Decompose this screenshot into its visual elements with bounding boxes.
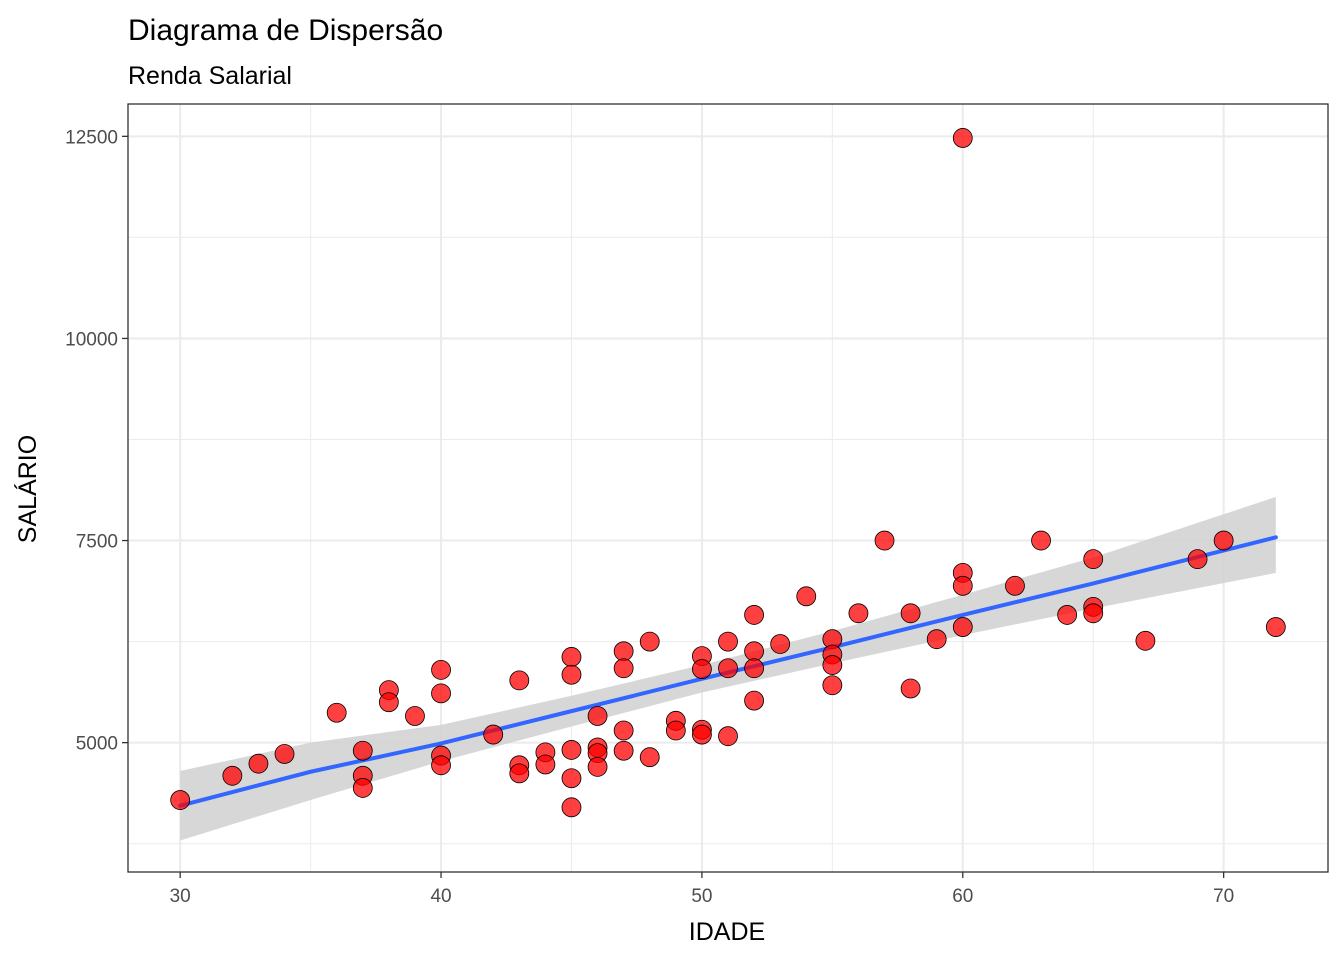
data-point [613, 658, 634, 679]
chart-subtitle: Renda Salarial [128, 62, 292, 90]
data-point [483, 724, 504, 745]
x-axis-title: IDADE [689, 918, 765, 946]
data-point [431, 683, 451, 704]
chart-title: Diagrama de Dispersão [128, 14, 443, 47]
x-axis-ticks: 30 40 50 60 70 [170, 872, 1234, 907]
data-point [822, 675, 843, 696]
data-point [952, 617, 973, 637]
data-point [744, 641, 764, 662]
data-point [170, 790, 191, 810]
data-point [431, 755, 451, 776]
data-point [692, 659, 712, 679]
data-point [718, 631, 738, 652]
panel-border [127, 103, 1329, 873]
data-point [613, 720, 634, 741]
data-point [326, 702, 347, 723]
x-tick-label: 50 [691, 886, 712, 907]
y-axis-title: SALÁRIO [13, 435, 42, 543]
data-point [1031, 530, 1051, 551]
data-point [509, 763, 530, 784]
data-point [613, 740, 634, 761]
data-point [1187, 549, 1208, 570]
data-point [744, 690, 764, 711]
data-point [900, 603, 921, 624]
x-tick-label: 70 [1213, 886, 1234, 907]
data-point [509, 670, 530, 691]
data-point [352, 740, 373, 761]
data-point [561, 664, 582, 685]
data-point [587, 706, 608, 726]
x-tick-label: 40 [430, 886, 451, 907]
data-point [1135, 630, 1156, 651]
data-point [874, 530, 895, 551]
x-tick-label: 30 [170, 886, 191, 907]
y-tick-label: 5000 [76, 734, 118, 755]
data-point [718, 726, 738, 747]
y-axis-ticks: 5000 7500 10000 12500 [65, 127, 128, 755]
data-point [744, 658, 764, 679]
data-point [274, 744, 295, 764]
data-point [1057, 605, 1078, 625]
data-point [1083, 603, 1104, 624]
data-point [692, 724, 712, 745]
data-point [665, 720, 686, 741]
data-point [561, 647, 582, 667]
data-point [718, 658, 738, 679]
data-point [222, 765, 243, 786]
data-point [352, 778, 373, 798]
data-point [1083, 549, 1104, 570]
data-point [770, 634, 791, 654]
x-tick-label: 60 [952, 886, 973, 907]
data-point [378, 692, 399, 713]
data-point [952, 128, 973, 148]
data-point [900, 678, 921, 699]
data-point [926, 629, 947, 650]
data-point [952, 575, 973, 596]
y-tick-label: 12500 [65, 127, 118, 148]
data-point [1005, 575, 1025, 596]
data-point [822, 655, 843, 675]
data-point [744, 605, 764, 625]
data-point [639, 747, 660, 768]
data-point [561, 797, 582, 818]
data-points [170, 128, 1286, 818]
data-point [561, 768, 582, 789]
data-point [1265, 617, 1286, 637]
data-point [613, 641, 634, 662]
data-point [561, 740, 582, 760]
data-point [796, 586, 817, 607]
data-point [431, 659, 451, 680]
data-point [405, 706, 425, 726]
data-point [535, 754, 556, 775]
data-point [248, 753, 269, 774]
data-point [848, 603, 869, 624]
data-point [639, 631, 660, 652]
y-tick-label: 7500 [76, 532, 118, 553]
data-point [587, 757, 608, 777]
y-tick-label: 10000 [65, 329, 118, 350]
data-point [1213, 530, 1234, 551]
